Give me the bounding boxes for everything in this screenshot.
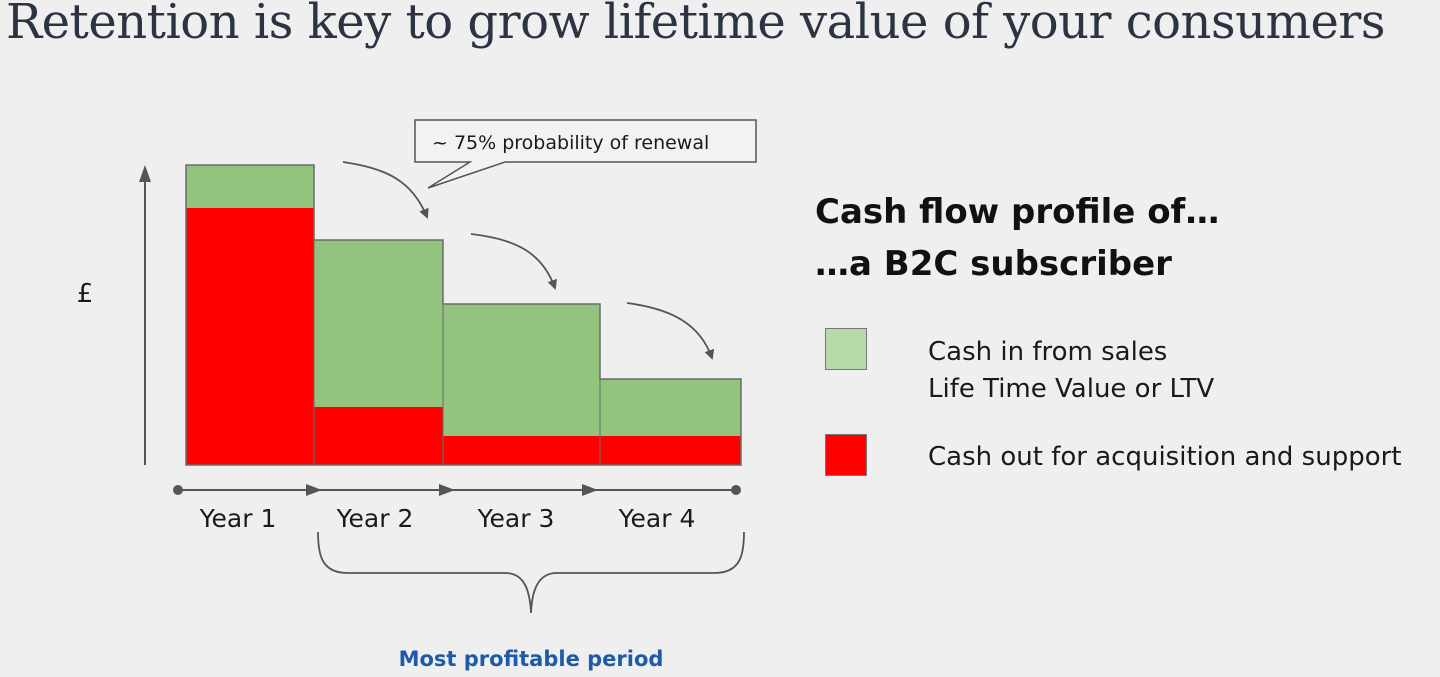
year-1-column — [186, 165, 314, 465]
year-2-cash-in — [314, 240, 443, 407]
year-3-cash-out — [443, 436, 600, 465]
timeline-start-dot — [173, 485, 183, 495]
renewal-arrow-3 — [626, 302, 715, 360]
year-3-column — [443, 304, 600, 465]
legend-swatch-cash-out — [825, 434, 867, 476]
year-1-cash-out — [186, 208, 314, 465]
year-label: Year 3 — [477, 504, 555, 533]
step-inner-edges — [313, 165, 601, 465]
year-label: Year 1 — [199, 504, 277, 533]
heading-line-2: …a B2C subscriber — [815, 244, 1172, 284]
renewal-arrow-1 — [342, 161, 429, 219]
year-label: Year 2 — [336, 504, 414, 533]
year-4-column — [600, 379, 741, 465]
legend-cash-out-line-1: Cash out for acquisition and support — [928, 442, 1402, 472]
heading-line-1: Cash flow profile of… — [815, 192, 1220, 232]
callout-box — [414, 119, 757, 189]
profitable-period-label: Most profitable period — [399, 647, 664, 671]
year-1-cash-in — [186, 165, 314, 208]
timeline-arrowhead-1 — [306, 484, 322, 496]
timeline-end-dot — [731, 485, 741, 495]
callout-text: ~ 75% probability of renewal — [432, 132, 709, 154]
year-2-column — [314, 240, 443, 465]
legend-label-cash-in: Cash in from sales Life Time Value or LT… — [928, 334, 1214, 408]
year-label: Year 4 — [618, 504, 696, 533]
cash-flow-heading: Cash flow profile of… …a B2C subscriber — [815, 186, 1219, 290]
legend-label-cash-out: Cash out for acquisition and support — [928, 439, 1402, 476]
legend-cash-in-line-1: Cash in from sales — [928, 337, 1168, 367]
renewal-arrow-2 — [470, 233, 557, 290]
legend-cash-in-line-2: Life Time Value or LTV — [928, 374, 1215, 404]
year-4-cash-in — [600, 379, 741, 436]
timeline-arrowhead-3 — [582, 484, 598, 496]
year-2-cash-out — [314, 407, 443, 465]
page-title: Retention is key to grow lifetime value … — [6, 0, 1386, 50]
profitable-period-brace — [317, 531, 745, 614]
timeline-arrowhead-2 — [439, 484, 455, 496]
year-3-cash-in — [443, 304, 600, 436]
y-axis-symbol: £ — [77, 279, 94, 309]
year-4-cash-out — [600, 436, 741, 465]
y-axis-arrowhead — [139, 165, 151, 182]
legend-swatch-cash-in — [825, 328, 867, 370]
